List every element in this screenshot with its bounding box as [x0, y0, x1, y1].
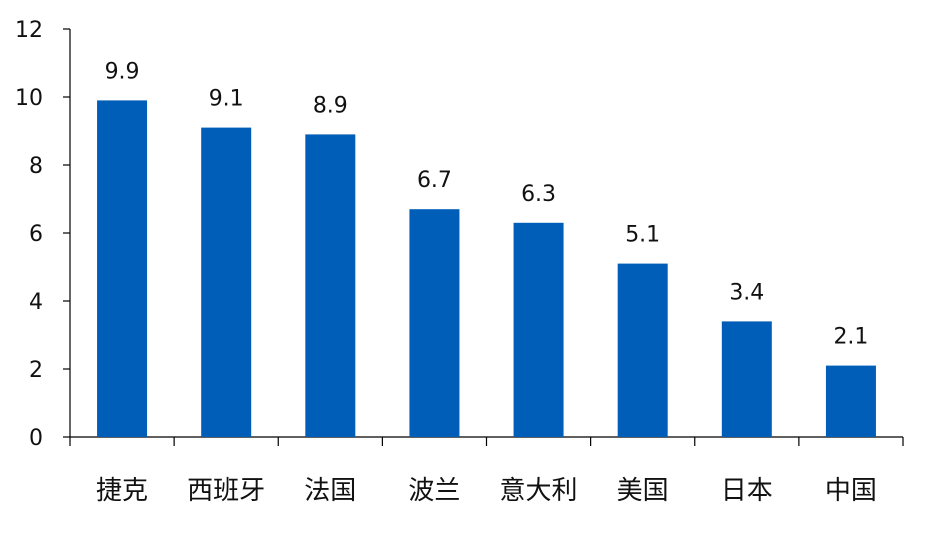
y-tick-label: 8: [29, 154, 43, 179]
data-label: 9.9: [105, 59, 140, 84]
x-tick-label: 意大利: [500, 476, 578, 506]
x-tick-label: 中国: [825, 476, 877, 506]
x-axis-ticks: 捷克 西班牙 法国 波兰 意大利 美国 日本 中国: [69, 437, 904, 506]
y-axis-ticks: 0 2 4 6 8 10 12: [15, 18, 70, 451]
bar-5: [513, 222, 564, 437]
y-tick-label: 12: [15, 18, 43, 43]
bars: [97, 100, 876, 438]
data-label: 6.7: [417, 168, 452, 193]
bar-8: [825, 365, 876, 437]
x-tick-label: 捷克: [96, 476, 148, 506]
data-label: 3.4: [729, 280, 764, 305]
x-tick-label: 波兰: [408, 476, 460, 506]
y-tick-label: 0: [29, 426, 43, 451]
bar-4: [409, 209, 460, 437]
bar-6: [617, 263, 668, 437]
x-tick-label: 日本: [721, 476, 773, 506]
bar-7: [721, 321, 772, 437]
data-label: 2.1: [833, 325, 868, 350]
data-label: 6.3: [521, 182, 556, 207]
data-labels: 9.9 9.1 8.9 6.7 6.3 5.1 3.4 2.1: [105, 59, 869, 349]
bar-1: [97, 100, 148, 438]
data-label: 9.1: [209, 87, 244, 112]
data-label: 5.1: [625, 223, 660, 248]
bar-3: [305, 134, 356, 437]
data-label: 8.9: [313, 93, 348, 118]
bar-2: [201, 127, 252, 437]
y-tick-label: 4: [29, 290, 43, 315]
y-tick-label: 6: [29, 222, 43, 247]
x-tick-label: 法国: [304, 476, 356, 506]
y-tick-label: 10: [15, 86, 43, 111]
axes: [69, 29, 903, 438]
x-tick-label: 西班牙: [187, 476, 265, 506]
x-tick-label: 美国: [617, 476, 669, 506]
y-tick-label: 2: [29, 358, 43, 383]
